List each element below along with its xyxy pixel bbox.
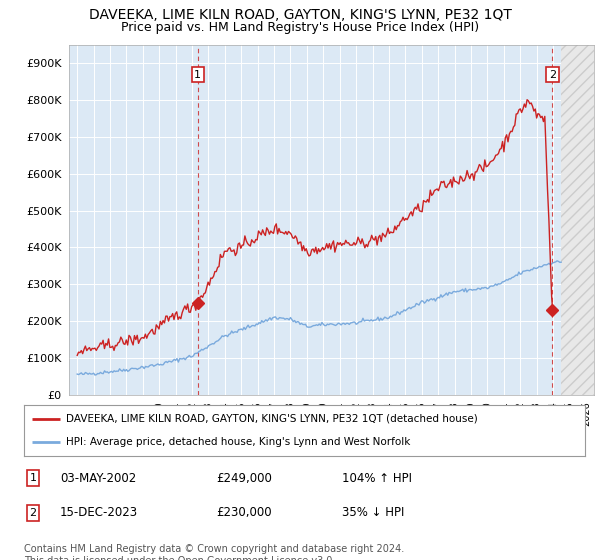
Text: 1: 1 [194,69,201,80]
Text: 35% ↓ HPI: 35% ↓ HPI [342,506,404,520]
Text: HPI: Average price, detached house, King's Lynn and West Norfolk: HPI: Average price, detached house, King… [66,437,410,447]
Text: £249,000: £249,000 [216,472,272,485]
Text: DAVEEKA, LIME KILN ROAD, GAYTON, KING'S LYNN, PE32 1QT (detached house): DAVEEKA, LIME KILN ROAD, GAYTON, KING'S … [66,414,478,424]
Text: £230,000: £230,000 [216,506,272,520]
Text: DAVEEKA, LIME KILN ROAD, GAYTON, KING'S LYNN, PE32 1QT: DAVEEKA, LIME KILN ROAD, GAYTON, KING'S … [89,8,511,22]
Text: 15-DEC-2023: 15-DEC-2023 [60,506,138,520]
Text: 03-MAY-2002: 03-MAY-2002 [60,472,136,485]
Text: 2: 2 [29,508,37,518]
Text: Contains HM Land Registry data © Crown copyright and database right 2024.
This d: Contains HM Land Registry data © Crown c… [24,544,404,560]
Text: 1: 1 [29,473,37,483]
Text: 2: 2 [549,69,556,80]
Bar [561,45,594,395]
Text: Price paid vs. HM Land Registry's House Price Index (HPI): Price paid vs. HM Land Registry's House … [121,21,479,34]
Text: 104% ↑ HPI: 104% ↑ HPI [342,472,412,485]
